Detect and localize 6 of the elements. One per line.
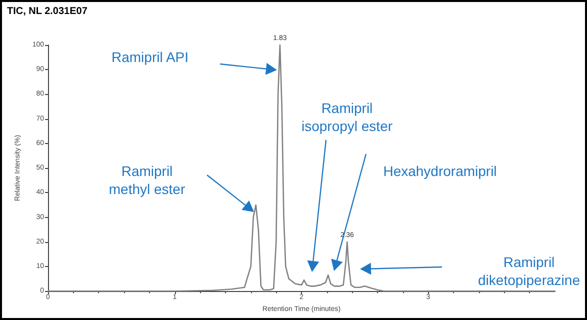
annotation: Ramipril diketopiperazine: [478, 253, 580, 289]
chart-title: TIC, NL 2.031E07: [7, 6, 88, 17]
annotation: Hexahydroramipril: [383, 162, 497, 180]
annotation: Ramipril API: [111, 48, 189, 66]
annotation: Ramipril isopropyl ester: [301, 99, 393, 135]
annotation: Ramipril methyl ester: [108, 162, 186, 198]
